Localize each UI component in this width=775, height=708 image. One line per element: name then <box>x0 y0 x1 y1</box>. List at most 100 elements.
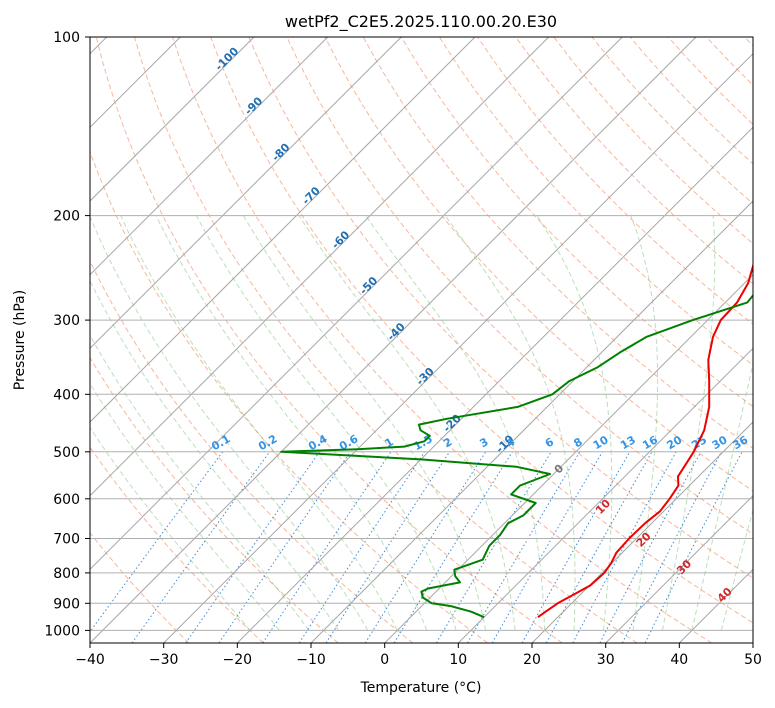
isotherm-label: -70 <box>300 184 323 207</box>
mixing-ratio-label: 13 <box>618 433 638 452</box>
isotherm-line <box>90 37 550 497</box>
mixing-ratio-label: 3 <box>477 435 490 450</box>
isotherm-label: -20 <box>441 411 464 434</box>
mixing-ratio-label: 20 <box>665 433 685 452</box>
dry-adiabat-line <box>172 37 712 643</box>
x-tick-label: 0 <box>380 652 389 668</box>
y-tick-label: 600 <box>53 492 80 508</box>
isotherm-line <box>605 494 753 643</box>
x-tick-label: −30 <box>149 652 179 668</box>
plot-frame <box>89 36 754 644</box>
mixing-ratio-label: 0.1 <box>209 432 232 453</box>
mixing-ratio-line <box>572 451 677 643</box>
y-tick-label: 700 <box>53 532 80 548</box>
mixing-ratio-line <box>185 451 321 643</box>
dry-adiabat-line <box>133 37 638 643</box>
moist-adiabat-line <box>155 215 428 631</box>
mixing-ratio-line <box>364 451 487 643</box>
dry-adiabat-line <box>286 37 753 535</box>
mixing-ratio-label: 16 <box>640 433 660 452</box>
mixing-ratio-label: 30 <box>710 433 730 452</box>
y-tick-label: 500 <box>53 445 80 461</box>
y-tick-label: 200 <box>53 209 80 225</box>
dry-adiabat-line <box>210 37 753 624</box>
x-tick-label: 20 <box>523 652 541 668</box>
dry-adiabat-line <box>90 356 339 643</box>
mixing-ratio-line <box>467 451 581 643</box>
isotherm-line <box>163 52 753 643</box>
mixing-ratio-label: 2 <box>441 435 454 450</box>
mixing-ratio-line <box>599 451 702 643</box>
dry-adiabat-line <box>438 37 753 366</box>
isotherm-label: -100 <box>213 45 242 74</box>
dry-adiabat-line <box>90 532 190 643</box>
dry-adiabat-line <box>95 37 563 643</box>
dry-adiabat-line <box>90 259 414 643</box>
mixing-ratio-label: 6 <box>543 435 556 450</box>
x-axis-ticks: −40 −30 −20 −10 0 10 20 30 40 50 <box>75 643 762 668</box>
dry-adiabat-line <box>400 37 753 408</box>
mixing-ratio-label: 8 <box>571 435 584 450</box>
y-tick-label: 300 <box>53 313 80 329</box>
isotherm-line <box>90 37 402 350</box>
mixing-ratio-line <box>131 451 271 643</box>
moist-adiabat-line <box>195 215 457 631</box>
isotherm-label: -90 <box>242 94 265 117</box>
mixing-ratio-line <box>325 451 451 643</box>
y-tick-label: 1000 <box>44 623 80 639</box>
mixing-ratio-line <box>521 451 631 643</box>
isotherm-line <box>384 273 753 643</box>
y-axis-label: Pressure (hPa) <box>12 290 28 390</box>
y-tick-label: 400 <box>53 387 80 403</box>
dry-adiabat-line <box>591 37 753 205</box>
dry-adiabat-line <box>705 37 753 86</box>
y-tick-label: 900 <box>53 596 80 612</box>
dry-adiabat-line <box>477 37 753 325</box>
mixing-ratio-label: 10 <box>591 433 611 452</box>
dry-adiabat-line <box>744 37 753 47</box>
mixing-ratio-line <box>545 451 653 643</box>
x-tick-label: 50 <box>744 652 762 668</box>
mixing-ratio-line <box>218 451 351 643</box>
isotherm-line <box>752 642 753 643</box>
dry-adiabat-line <box>248 37 753 579</box>
isotherm-line <box>90 37 476 423</box>
temperature-profile-line <box>537 262 753 619</box>
isotherm-label: -60 <box>329 228 352 251</box>
moist-adiabat-line <box>691 361 753 631</box>
dry-adiabat-line <box>515 37 753 285</box>
x-tick-label: 10 <box>449 652 467 668</box>
dry-adiabat-line <box>667 37 753 126</box>
isotherm-line <box>678 568 753 643</box>
mixing-ratio-line <box>262 451 392 643</box>
dry-adiabat-line <box>90 150 488 643</box>
isotherm-line <box>531 421 753 643</box>
moist-adiabat-line <box>120 215 398 631</box>
moist-adiabat-line <box>444 215 576 631</box>
mixing-ratio-line <box>621 451 722 643</box>
chart-title: wetPf2_C2E5.2025.110.00.20.E30 <box>285 12 557 32</box>
isotherm-line <box>236 126 753 643</box>
dewpoint-profile-line <box>280 293 753 619</box>
mixing-ratio-line <box>90 451 224 633</box>
moist-adiabat-line <box>630 215 659 631</box>
isotherm-line <box>310 200 753 643</box>
x-axis-label: Temperature (°C) <box>360 680 482 696</box>
isotherm-line <box>90 37 255 202</box>
isotherm-line <box>90 37 697 643</box>
isotherm-label: -30 <box>414 365 437 388</box>
x-tick-label: −20 <box>223 652 253 668</box>
dry-adiabat-line <box>362 37 753 450</box>
mixing-ratio-line <box>644 451 743 643</box>
moist-adiabat-label: 10 <box>593 497 613 517</box>
dry-adiabat-line <box>324 37 753 492</box>
moist-adiabat-line <box>298 215 516 631</box>
profile-lines <box>280 262 753 619</box>
isotherm-line <box>90 37 329 276</box>
x-tick-label: −10 <box>296 652 326 668</box>
x-tick-label: 30 <box>597 652 615 668</box>
isotherm-line <box>90 37 623 571</box>
y-axis-ticks: 100 200 300 400 500 600 700 800 900 1000 <box>44 30 90 639</box>
reference-line-labels: -100-90-80-70-60-50-40-30-20-100.1 0.2 0.4… <box>209 45 750 605</box>
